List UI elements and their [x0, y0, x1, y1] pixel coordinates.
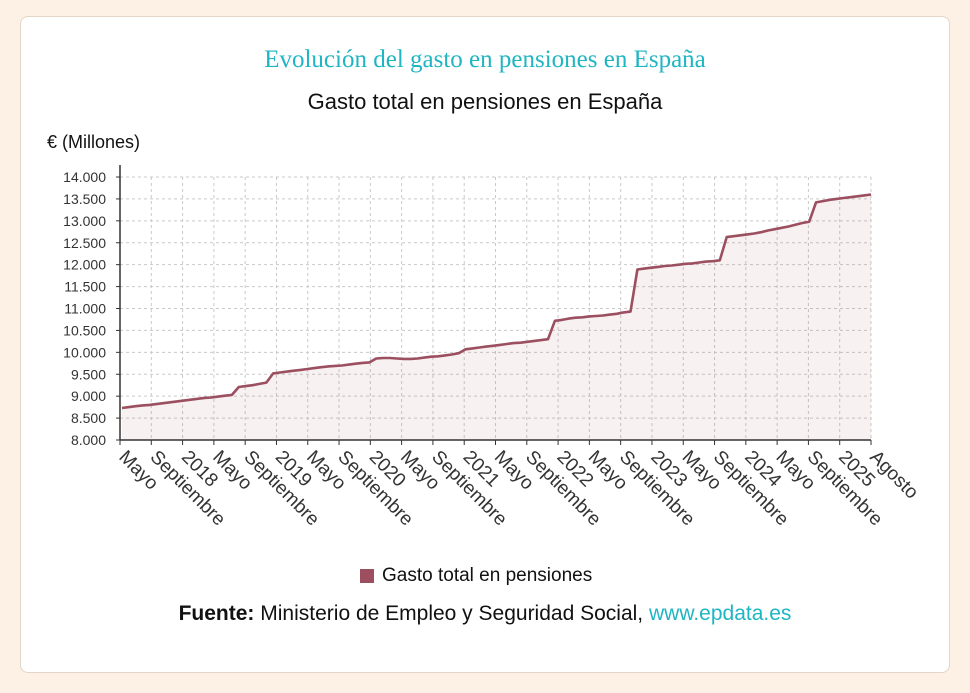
y-tick-label: 14.000	[63, 169, 106, 185]
y-axis-unit-label: € (Millones)	[47, 132, 141, 152]
source-text: Ministerio de Empleo y Seguridad Social,	[260, 602, 644, 625]
legend-label: Gasto total en pensiones	[382, 565, 593, 586]
y-tick-label: 9.500	[71, 366, 106, 382]
chart-title: Gasto total en pensiones en España	[307, 89, 663, 114]
y-tick-label: 10.500	[63, 322, 106, 338]
y-tick-label: 12.000	[63, 257, 106, 273]
x-axis-ticks: MayoSeptiembre2018MayoSeptiembre2019Mayo…	[114, 447, 922, 531]
line-chart: 8.000 8.500 9.000 9.500 10.000 10.500 11.000 11…	[63, 165, 922, 531]
series-layer	[121, 193, 872, 440]
y-tick-label: 13.000	[63, 213, 106, 229]
legend-swatch	[360, 569, 374, 583]
source-link[interactable]: www.epdata.es	[648, 602, 792, 625]
y-tick-label: 9.000	[71, 388, 106, 404]
source-line: Fuente: Ministerio de Empleo y Seguridad…	[0, 602, 970, 626]
y-tick-label: 10.000	[63, 344, 106, 360]
y-tick-label: 8.000	[71, 432, 106, 448]
legend[interactable]: Gasto total en pensiones	[360, 565, 592, 587]
chart-card	[20, 16, 950, 673]
y-tick-label: 13.500	[63, 191, 106, 207]
y-tick-label: 12.500	[63, 235, 106, 251]
axis-layer	[116, 165, 872, 445]
series-area	[122, 194, 871, 440]
source-prefix: Fuente:	[178, 602, 255, 625]
grid-layer	[120, 176, 872, 440]
y-axis-ticks: 8.000 8.500 9.000 9.500 10.000 10.500 11.000 11…	[63, 169, 106, 448]
headline: Evolución del gasto en pensiones en Espa…	[264, 46, 706, 73]
y-tick-label: 11.000	[64, 301, 106, 317]
y-tick-label: 8.500	[71, 410, 106, 426]
series-line	[121, 193, 872, 410]
y-tick-label: 11.500	[64, 279, 106, 295]
